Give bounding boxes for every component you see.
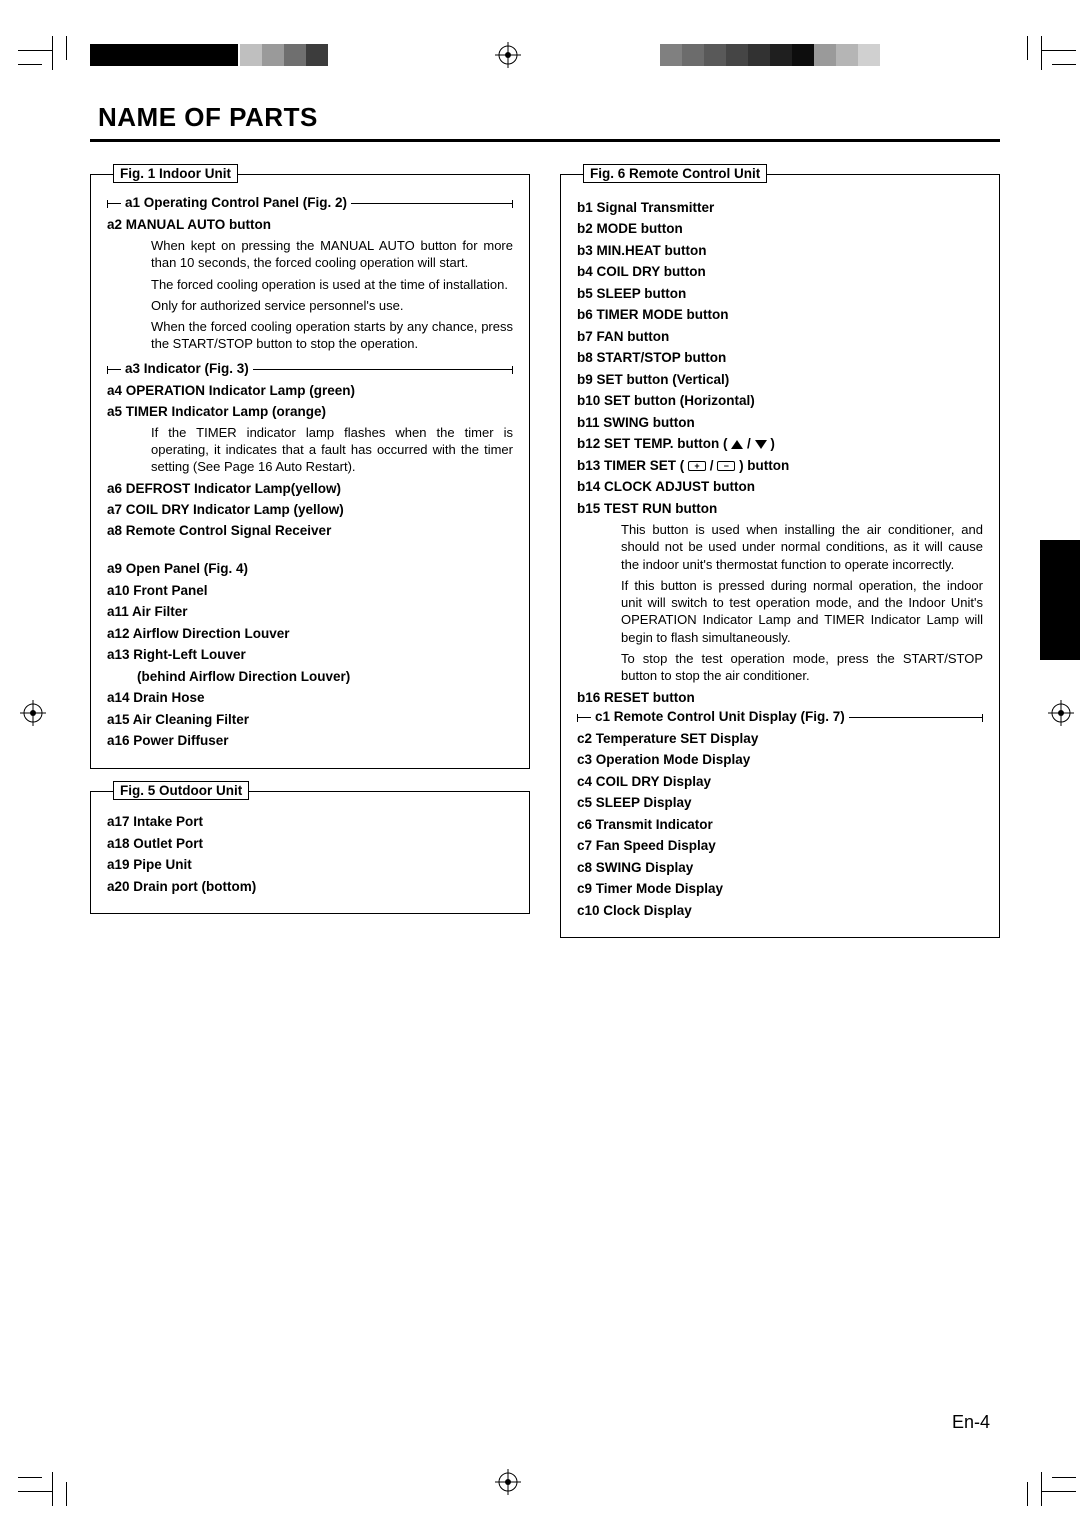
b15-text-2: If this button is pressed during normal … bbox=[621, 577, 983, 646]
crop-top-left bbox=[18, 36, 66, 84]
crop-bot-right bbox=[1028, 1458, 1076, 1506]
b15-text-3: To stop the test operation mode, press t… bbox=[621, 650, 983, 685]
c3-label: c3 Operation Mode Display bbox=[577, 752, 750, 767]
group-a1-title: a1 Operating Control Panel (Fig. 2) bbox=[121, 195, 351, 210]
b3-label: b3 MIN.HEAT button bbox=[577, 243, 706, 258]
b12-post: ) bbox=[770, 436, 775, 451]
a14-label: a14 Drain Hose bbox=[107, 690, 205, 705]
grayscale-strip-left bbox=[240, 44, 328, 66]
timer-plus-icon: + bbox=[688, 461, 706, 471]
group-a3-line: a3 Indicator (Fig. 3) bbox=[107, 369, 513, 370]
timer-minus-icon: − bbox=[717, 461, 735, 471]
a5-text: If the TIMER indicator lamp flashes when… bbox=[151, 424, 513, 476]
grayscale-strip-right bbox=[660, 44, 880, 66]
a7-label: a7 COIL DRY Indicator Lamp (yellow) bbox=[107, 502, 344, 517]
registration-mark-top bbox=[495, 42, 521, 73]
b13-label: b13 TIMER SET ( + / − ) button bbox=[577, 458, 789, 473]
group-c1-line: c1 Remote Control Unit Display (Fig. 7) bbox=[577, 717, 983, 718]
page-number: En-4 bbox=[952, 1412, 990, 1433]
a2-text-2: The forced cooling operation is used at … bbox=[151, 276, 513, 293]
a17-label: a17 Intake Port bbox=[107, 814, 203, 829]
b15-text-1: This button is used when installing the … bbox=[621, 521, 983, 573]
b6-label: b6 TIMER MODE button bbox=[577, 307, 728, 322]
box-title-indoor: Fig. 1 Indoor Unit bbox=[113, 164, 238, 183]
a2-text-4: When the forced cooling operation starts… bbox=[151, 318, 513, 353]
group-c1-title: c1 Remote Control Unit Display (Fig. 7) bbox=[591, 709, 849, 724]
registration-mark-bottom bbox=[495, 1469, 521, 1500]
a4-label: a4 OPERATION Indicator Lamp (green) bbox=[107, 383, 355, 398]
c4-label: c4 COIL DRY Display bbox=[577, 774, 711, 789]
c9-label: c9 Timer Mode Display bbox=[577, 881, 723, 896]
b12-pre: b12 SET TEMP. button ( bbox=[577, 436, 731, 451]
a5-label: a5 TIMER Indicator Lamp (orange) bbox=[107, 404, 326, 419]
group-a3-title: a3 Indicator (Fig. 3) bbox=[121, 361, 253, 376]
a2-text-1: When kept on pressing the MANUAL AUTO bu… bbox=[151, 237, 513, 272]
column-left: Fig. 1 Indoor Unit a1 Operating Control … bbox=[90, 174, 530, 960]
triangle-up-icon bbox=[731, 440, 743, 449]
a18-label: a18 Outlet Port bbox=[107, 836, 203, 851]
a11-label: a11 Air Filter bbox=[107, 604, 188, 619]
a19-label: a19 Pipe Unit bbox=[107, 857, 192, 872]
box-remote-control: Fig. 6 Remote Control Unit b1 Signal Tra… bbox=[560, 174, 1000, 938]
b14-label: b14 CLOCK ADJUST button bbox=[577, 479, 755, 494]
b11-label: b11 SWING button bbox=[577, 415, 695, 430]
a13-sub: (behind Airflow Direction Louver) bbox=[137, 669, 350, 684]
a15-label: a15 Air Cleaning Filter bbox=[107, 712, 249, 727]
a9-label: a9 Open Panel (Fig. 4) bbox=[107, 561, 248, 576]
b9-label: b9 SET button (Vertical) bbox=[577, 372, 729, 387]
a13-label: a13 Right-Left Louver bbox=[107, 647, 246, 662]
b13-pre: b13 TIMER SET ( bbox=[577, 458, 688, 473]
registration-mark-right bbox=[1048, 700, 1074, 731]
page-edge-tab bbox=[1040, 540, 1080, 660]
b13-post: ) button bbox=[739, 458, 789, 473]
printer-bar-left bbox=[90, 44, 238, 66]
page-content: NAME OF PARTS Fig. 1 Indoor Unit a1 Oper… bbox=[90, 100, 1000, 1433]
c7-label: c7 Fan Speed Display bbox=[577, 838, 716, 853]
a2-label: a2 MANUAL AUTO button bbox=[107, 217, 271, 232]
b15-label: b15 TEST RUN button bbox=[577, 501, 717, 516]
triangle-down-icon bbox=[755, 440, 767, 449]
section-title: NAME OF PARTS bbox=[90, 100, 1000, 142]
c6-label: c6 Transmit Indicator bbox=[577, 817, 713, 832]
b2-label: b2 MODE button bbox=[577, 221, 683, 236]
box-title-remote: Fig. 6 Remote Control Unit bbox=[583, 164, 767, 183]
crop-top-right bbox=[1028, 36, 1076, 84]
column-right: Fig. 6 Remote Control Unit b1 Signal Tra… bbox=[560, 174, 1000, 960]
a6-label: a6 DEFROST Indicator Lamp(yellow) bbox=[107, 481, 341, 496]
box-outdoor-unit: Fig. 5 Outdoor Unit a17 Intake Port a18 … bbox=[90, 791, 530, 915]
a10-label: a10 Front Panel bbox=[107, 583, 208, 598]
a8-label: a8 Remote Control Signal Receiver bbox=[107, 523, 331, 538]
a16-label: a16 Power Diffuser bbox=[107, 733, 229, 748]
b8-label: b8 START/STOP button bbox=[577, 350, 726, 365]
c8-label: c8 SWING Display bbox=[577, 860, 693, 875]
box-title-outdoor: Fig. 5 Outdoor Unit bbox=[113, 781, 249, 800]
b12-label: b12 SET TEMP. button ( / ) bbox=[577, 436, 775, 451]
b1-label: b1 Signal Transmitter bbox=[577, 200, 714, 215]
registration-mark-left bbox=[20, 700, 46, 731]
b10-label: b10 SET button (Horizontal) bbox=[577, 393, 755, 408]
c5-label: c5 SLEEP Display bbox=[577, 795, 692, 810]
b4-label: b4 COIL DRY button bbox=[577, 264, 706, 279]
group-a1-line: a1 Operating Control Panel (Fig. 2) bbox=[107, 203, 513, 204]
a12-label: a12 Airflow Direction Louver bbox=[107, 626, 290, 641]
b16-label: b16 RESET button bbox=[577, 690, 695, 705]
box-indoor-unit: Fig. 1 Indoor Unit a1 Operating Control … bbox=[90, 174, 530, 769]
b7-label: b7 FAN button bbox=[577, 329, 669, 344]
a20-label: a20 Drain port (bottom) bbox=[107, 879, 256, 894]
c2-label: c2 Temperature SET Display bbox=[577, 731, 758, 746]
a2-text-3: Only for authorized service personnel's … bbox=[151, 297, 513, 314]
crop-bot-left bbox=[18, 1458, 66, 1506]
b5-label: b5 SLEEP button bbox=[577, 286, 686, 301]
c10-label: c10 Clock Display bbox=[577, 903, 692, 918]
